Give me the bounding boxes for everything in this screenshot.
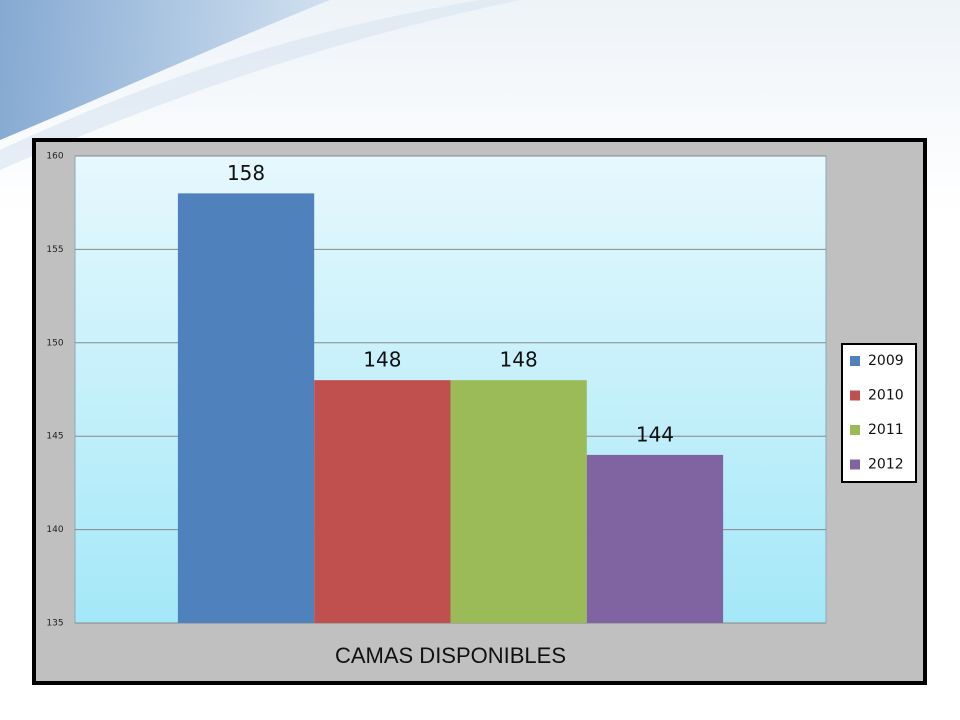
- bar: [177, 193, 315, 624]
- bar: [450, 380, 587, 623]
- data-label: 148: [363, 348, 401, 372]
- y-tick-label: 160: [46, 152, 63, 162]
- data-label: 144: [636, 422, 674, 446]
- x-tick-label: CAMAS DISPONIBLES: [335, 643, 566, 668]
- y-tick-label: 155: [46, 245, 63, 255]
- legend-swatch: [850, 390, 860, 401]
- legend-swatch: [850, 356, 860, 366]
- y-tick-label: 140: [46, 525, 63, 535]
- bar: [586, 454, 724, 623]
- legend-swatch: [850, 459, 860, 470]
- bar: [314, 380, 451, 623]
- legend-label: 2011: [868, 422, 904, 438]
- legend-swatch: [850, 425, 860, 435]
- chart: 135 140 145 150 155 160 CAMAS DISPONIBLES 158 14…: [46, 152, 903, 668]
- data-label: 148: [500, 348, 538, 372]
- legend-label: 2012: [868, 457, 904, 473]
- legend: [841, 343, 917, 483]
- legend-label: 2009: [868, 353, 904, 369]
- data-label: 158: [227, 161, 265, 185]
- y-tick-label: 150: [46, 338, 63, 348]
- legend-label: 2010: [868, 388, 904, 404]
- swoosh: [0, 0, 330, 140]
- y-tick-label: 145: [46, 432, 63, 442]
- y-tick-label: 135: [46, 619, 63, 629]
